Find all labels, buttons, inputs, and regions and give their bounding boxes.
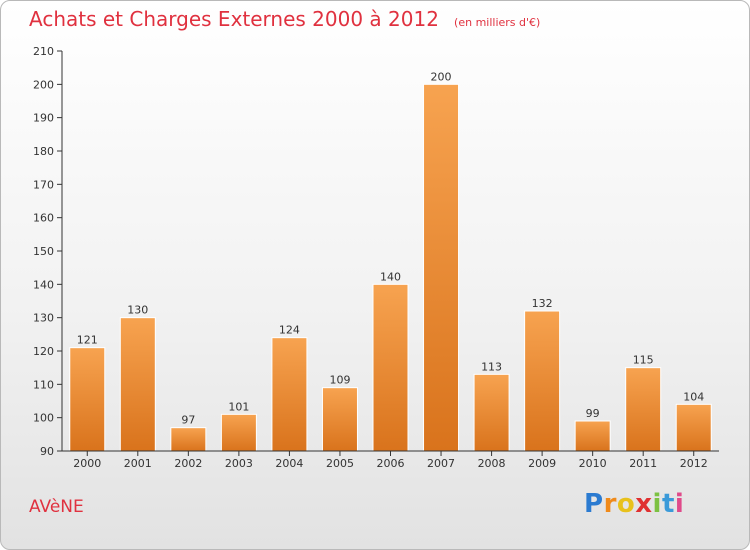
y-tick-label: 150: [33, 245, 54, 258]
commune-name: AVèNE: [29, 497, 84, 517]
bar-value-label: 101: [228, 400, 249, 413]
y-tick-label: 170: [33, 178, 54, 191]
y-tick-label: 160: [33, 212, 54, 225]
proxiti-logo: Proxiti: [584, 489, 684, 519]
bar: [675, 403, 712, 452]
bar: [220, 413, 257, 452]
bar-value-label: 115: [633, 354, 654, 367]
bar-value-label: 132: [532, 297, 553, 310]
y-tick-label: 110: [33, 378, 54, 391]
bar-value-label: 109: [329, 374, 350, 387]
x-tick-label: 2012: [680, 457, 708, 470]
bar-value-label: 140: [380, 270, 401, 283]
x-tick-label: 2009: [528, 457, 556, 470]
bar: [119, 317, 156, 452]
bar-value-label: 104: [683, 390, 704, 403]
bar: [625, 367, 662, 452]
y-tick-label: 200: [33, 78, 54, 91]
x-tick-label: 2007: [427, 457, 455, 470]
logo-letter: o: [616, 489, 636, 519]
chart-title: Achats et Charges Externes 2000 à 2012: [29, 7, 439, 31]
x-tick-label: 2006: [377, 457, 405, 470]
x-tick-label: 2011: [629, 457, 657, 470]
logo-letter: i: [652, 489, 662, 519]
y-tick-label: 180: [33, 145, 54, 158]
chart-subtitle: (en milliers d'€): [454, 16, 541, 29]
bar: [321, 387, 358, 452]
x-tick-label: 2010: [579, 457, 607, 470]
x-tick-label: 2005: [326, 457, 354, 470]
logo-letter: r: [603, 489, 617, 519]
bar: [574, 420, 611, 452]
y-tick-label: 90: [40, 445, 54, 458]
y-tick-label: 130: [33, 312, 54, 325]
y-tick-label: 120: [33, 345, 54, 358]
y-tick-label: 100: [33, 412, 54, 425]
bar-value-label: 200: [431, 70, 452, 83]
bar-value-label: 121: [77, 334, 98, 347]
x-tick-label: 2000: [73, 457, 101, 470]
logo-letter: P: [584, 489, 604, 519]
bar-value-label: 99: [586, 407, 600, 420]
axes-group: 90 100 110 120 130 140 150 160 170 180 190 200 210 20…: [33, 45, 719, 470]
bar: [69, 347, 106, 452]
bar: [524, 310, 561, 452]
bar-value-label: 113: [481, 360, 502, 373]
y-tick-label: 140: [33, 278, 54, 291]
x-tick-label: 2001: [124, 457, 152, 470]
x-tick-label: 2004: [275, 457, 303, 470]
title-row: Achats et Charges Externes 2000 à 2012 (…: [29, 7, 540, 31]
logo-letter: x: [635, 489, 653, 519]
bar-value-label: 97: [181, 414, 195, 427]
logo-letter: t: [661, 489, 675, 519]
bar: [473, 373, 510, 452]
bars-group: 121 130 97 101 124 109 140 200 113 132 99 115 104: [69, 70, 712, 452]
bar: [271, 337, 308, 452]
x-tick-label: 2003: [225, 457, 253, 470]
y-tick-label: 190: [33, 112, 54, 125]
x-tick-label: 2008: [478, 457, 506, 470]
bar-value-label: 124: [279, 324, 300, 337]
bar: [372, 283, 409, 452]
y-tick-label: 210: [33, 45, 54, 58]
bar-value-label: 130: [127, 304, 148, 317]
bar: [170, 427, 207, 452]
logo-letter: i: [674, 489, 685, 519]
bar: [423, 83, 460, 452]
x-tick-label: 2002: [174, 457, 202, 470]
